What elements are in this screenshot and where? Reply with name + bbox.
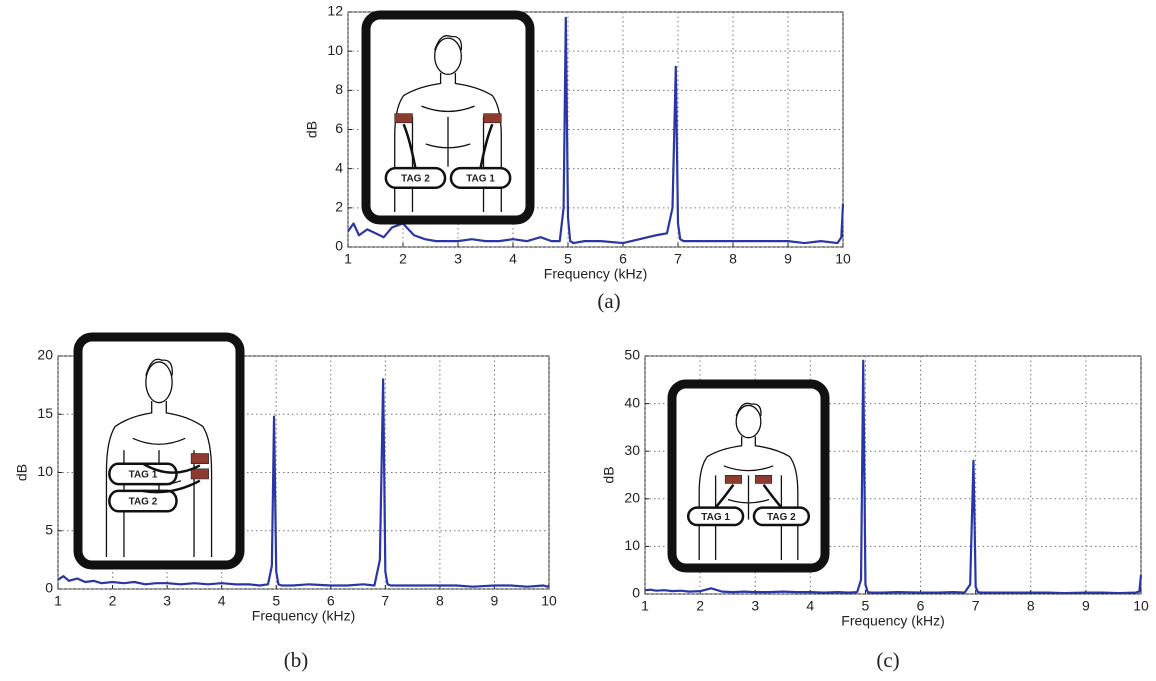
tag-patch — [395, 114, 413, 123]
x-tick-label: 1 — [641, 598, 649, 614]
x-tick-label: 6 — [327, 593, 335, 609]
tag-arrow — [404, 124, 416, 168]
y-axis-label: dB — [601, 466, 617, 483]
inset-figure — [386, 36, 510, 212]
tag-arrow — [764, 485, 782, 508]
tag-label: TAG 1 — [701, 512, 730, 523]
y-tick-label: 20 — [624, 490, 640, 506]
y-tick-label: 10 — [624, 537, 640, 553]
head — [435, 38, 462, 74]
x-tick-label: 4 — [509, 251, 517, 267]
x-tick-label: 6 — [917, 598, 925, 614]
y-tick-label: 20 — [37, 347, 53, 363]
x-tick-label: 4 — [218, 593, 226, 609]
x-tick-label: 9 — [784, 251, 792, 267]
x-tick-label: 8 — [729, 251, 737, 267]
x-tick-label: 10 — [835, 251, 851, 267]
y-tick-label: 10 — [37, 463, 53, 479]
tag-arrow — [143, 481, 200, 492]
x-tick-label: 10 — [1133, 598, 1149, 614]
spectrum-line — [644, 359, 1143, 595]
tag-arrow — [143, 464, 200, 473]
x-tick-label: 3 — [454, 251, 462, 267]
head — [736, 405, 761, 437]
x-tick-label: 6 — [619, 251, 627, 267]
x-axis-label: Frequency (kHz) — [544, 266, 647, 282]
y-tick-label: 8 — [335, 81, 343, 97]
spectrum-line — [347, 16, 845, 245]
x-tick-label: 5 — [862, 598, 870, 614]
x-tick-label: 1 — [54, 593, 62, 609]
x-tick-label: 2 — [109, 593, 117, 609]
tag-label: TAG 2 — [401, 174, 430, 185]
y-tick-label: 15 — [37, 405, 53, 421]
body — [395, 73, 502, 212]
y-tick-label: 50 — [624, 347, 640, 363]
y-axis-label: dB — [14, 464, 30, 481]
caption: (a) — [597, 289, 620, 313]
x-tick-label: 5 — [272, 593, 280, 609]
inset-figure — [688, 403, 809, 560]
x-tick-label: 7 — [972, 598, 980, 614]
tag-patch — [484, 114, 502, 123]
tag-label: TAG 2 — [129, 497, 158, 508]
y-tick-label: 12 — [327, 3, 343, 19]
tag-patch — [191, 454, 209, 464]
tag-label: TAG 2 — [767, 512, 796, 523]
y-axis-label: dB — [304, 121, 320, 138]
y-tick-label: 0 — [335, 238, 343, 254]
x-tick-label: 9 — [491, 593, 499, 609]
y-tick-label: 40 — [624, 394, 640, 410]
x-tick-label: 7 — [381, 593, 389, 609]
x-tick-label: 7 — [674, 251, 682, 267]
x-tick-label: 3 — [163, 593, 171, 609]
x-axis-label: Frequency (kHz) — [841, 613, 944, 629]
tag-label: TAG 1 — [466, 174, 495, 185]
x-tick-label: 2 — [399, 251, 407, 267]
x-tick-label: 10 — [541, 593, 557, 609]
caption: (c) — [876, 648, 899, 672]
spectrum-line — [57, 378, 550, 588]
tag-arrow — [481, 124, 493, 168]
x-tick-label: 2 — [696, 598, 704, 614]
x-axis-label: Frequency (kHz) — [252, 608, 355, 624]
x-tick-label: 8 — [1027, 598, 1035, 614]
y-tick-label: 6 — [335, 120, 343, 136]
tag-patch — [725, 475, 741, 483]
head — [146, 362, 172, 403]
y-tick-label: 0 — [45, 580, 53, 596]
y-tick-label: 2 — [335, 199, 343, 215]
y-tick-label: 30 — [624, 442, 640, 458]
x-tick-label: 5 — [564, 251, 572, 267]
x-tick-label: 9 — [1082, 598, 1090, 614]
hair — [736, 403, 761, 416]
tag-patch — [755, 475, 771, 483]
y-tick-label: 10 — [327, 42, 343, 58]
caption: (b) — [284, 648, 309, 672]
hair — [146, 359, 172, 375]
y-tick-label: 4 — [335, 159, 343, 175]
inset-figure — [106, 359, 211, 557]
y-tick-label: 0 — [632, 585, 640, 601]
x-tick-label: 4 — [806, 598, 814, 614]
x-tick-label: 3 — [751, 598, 759, 614]
tag-arrow — [716, 485, 734, 508]
y-tick-label: 5 — [45, 521, 53, 537]
x-tick-label: 1 — [344, 251, 352, 267]
hair — [435, 36, 462, 51]
tag-label: TAG 1 — [129, 470, 158, 481]
tag-patch — [191, 469, 209, 479]
x-tick-label: 8 — [436, 593, 444, 609]
